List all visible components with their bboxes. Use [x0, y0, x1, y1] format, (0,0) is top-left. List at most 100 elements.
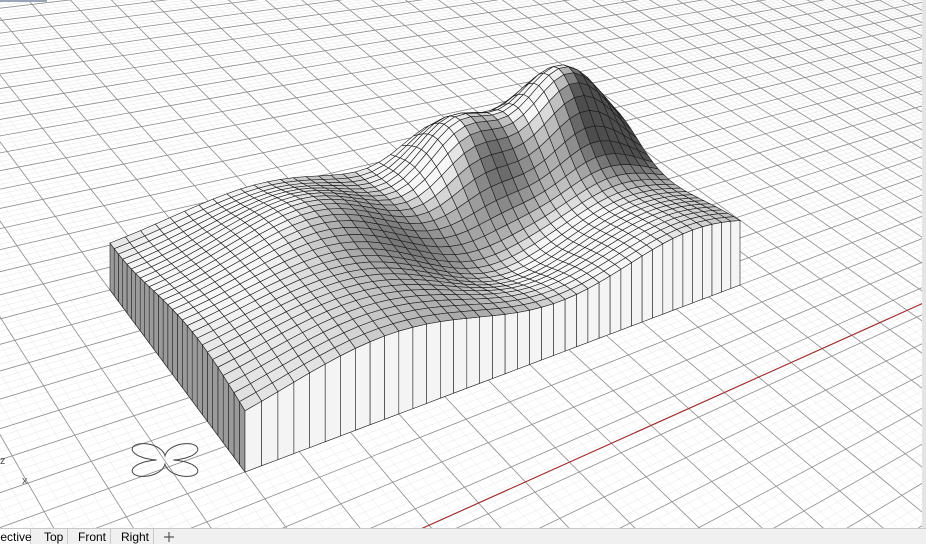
- front-wall-panel: [564, 293, 577, 352]
- minor-grid-line: [435, 305, 926, 528]
- minor-grid-line: [0, 68, 926, 307]
- minor-grid-line: [0, 112, 926, 386]
- left-wall-panel: [217, 366, 224, 444]
- front-wall-panel: [692, 226, 703, 304]
- minor-grid-line: [678, 397, 926, 528]
- left-wall-panel: [207, 351, 213, 430]
- gizmo-curve: [131, 443, 199, 477]
- minor-grid-line: [0, 32, 926, 245]
- left-wall-panel: [177, 313, 183, 389]
- left-wall-panel: [196, 337, 203, 416]
- surface-face: [239, 391, 263, 412]
- minor-grid-line: [658, 388, 926, 528]
- minor-grid-line: [0, 71, 926, 314]
- minor-grid-line: [0, 9, 926, 204]
- front-wall-panel: [641, 249, 653, 323]
- left-wall-panel: [186, 324, 193, 402]
- minor-grid-line: [486, 0, 926, 309]
- left-wall-panel: [153, 290, 159, 357]
- left-wall-panel: [167, 303, 173, 376]
- major-grid-line: [0, 220, 212, 528]
- front-wall-panel: [730, 220, 741, 289]
- toolbar-edge: [0, 0, 47, 2]
- minor-grid-line: [462, 0, 926, 332]
- minor-grid-line: [775, 0, 926, 200]
- front-wall-panel: [587, 281, 600, 343]
- minor-grid-line: [0, 0, 811, 149]
- major-grid-line: [0, 74, 361, 528]
- minor-grid-line: [0, 133, 926, 422]
- minor-grid-line: [0, 150, 926, 453]
- left-wall-panel: [126, 263, 132, 320]
- tab-right[interactable]: Right: [117, 529, 155, 544]
- minor-grid-line: [0, 0, 796, 145]
- minor-grid-line: [326, 272, 926, 528]
- minor-grid-line: [0, 0, 840, 158]
- minor-grid-line: [0, 0, 48, 528]
- axis-label-x: x: [22, 475, 28, 487]
- minor-grid-line: [0, 159, 269, 528]
- left-wall-panel: [162, 299, 169, 369]
- minor-grid-line: [0, 372, 95, 528]
- front-wall-panel: [466, 316, 481, 389]
- left-wall-panel: [144, 281, 150, 344]
- minor-grid-line: [754, 432, 926, 528]
- front-wall-panel: [309, 363, 326, 449]
- minor-grid-line: [690, 0, 926, 142]
- perspective-viewport[interactable]: z x: [0, 0, 926, 528]
- minor-grid-line: [494, 0, 926, 302]
- minor-grid-line: [723, 0, 926, 119]
- minor-grid-line: [845, 0, 926, 167]
- minor-grid-line: [525, 0, 926, 273]
- front-wall-panel: [576, 288, 589, 348]
- major-grid-line: [281, 260, 926, 528]
- front-wall-panel: [492, 313, 506, 379]
- minor-grid-line: [599, 364, 926, 528]
- minor-grid-line: [0, 3, 926, 195]
- left-wall-panel: [191, 330, 198, 409]
- tab-perspective[interactable]: Perspective: [0, 529, 32, 544]
- minor-grid-line: [0, 0, 854, 162]
- minor-grid-line: [585, 0, 926, 222]
- minor-grid-line: [143, 225, 926, 528]
- left-wall-panel: [118, 253, 123, 309]
- minor-grid-line: [0, 242, 193, 528]
- minor-grid-line: [0, 108, 926, 379]
- front-wall-panel: [277, 381, 295, 461]
- front-wall-panel: [702, 223, 713, 300]
- minor-grid-line: [0, 168, 926, 485]
- minor-grid-line: [0, 57, 926, 290]
- front-wall-panel: [517, 309, 530, 370]
- minor-grid-line: [0, 178, 926, 502]
- minor-grid-line: [642, 0, 926, 177]
- minor-grid-line: [555, 0, 926, 247]
- minor-grid-line: [0, 85, 926, 339]
- world-axes: [421, 301, 926, 528]
- front-wall-panel: [711, 222, 722, 297]
- minor-grid-line: [0, 146, 926, 445]
- front-wall-panel: [553, 298, 566, 356]
- front-wall-panel: [439, 319, 454, 399]
- minor-grid-line: [635, 0, 926, 183]
- minor-grid-line: [0, 44, 926, 267]
- front-wall-panel: [672, 233, 684, 311]
- front-wall-panel: [412, 323, 428, 410]
- minor-grid-line: [570, 0, 926, 234]
- minor-grid-line: [213, 242, 926, 528]
- minor-grid-line: [0, 183, 926, 511]
- minor-grid-line: [828, 470, 926, 528]
- major-grid-line: [69, 0, 570, 528]
- front-wall-panel: [293, 372, 311, 454]
- left-wall-panel: [222, 374, 229, 451]
- minor-grid-line: [838, 0, 926, 170]
- tab-top[interactable]: Top: [40, 529, 69, 544]
- front-wall-panel: [609, 268, 622, 335]
- major-grid-line: [370, 285, 926, 528]
- front-wall-panel: [398, 326, 414, 415]
- minor-grid-line: [392, 292, 926, 528]
- add-tab-button[interactable]: [163, 531, 175, 543]
- minor-grid-line: [0, 6, 926, 199]
- major-grid-line: [189, 0, 763, 528]
- tab-front[interactable]: Front: [74, 529, 112, 544]
